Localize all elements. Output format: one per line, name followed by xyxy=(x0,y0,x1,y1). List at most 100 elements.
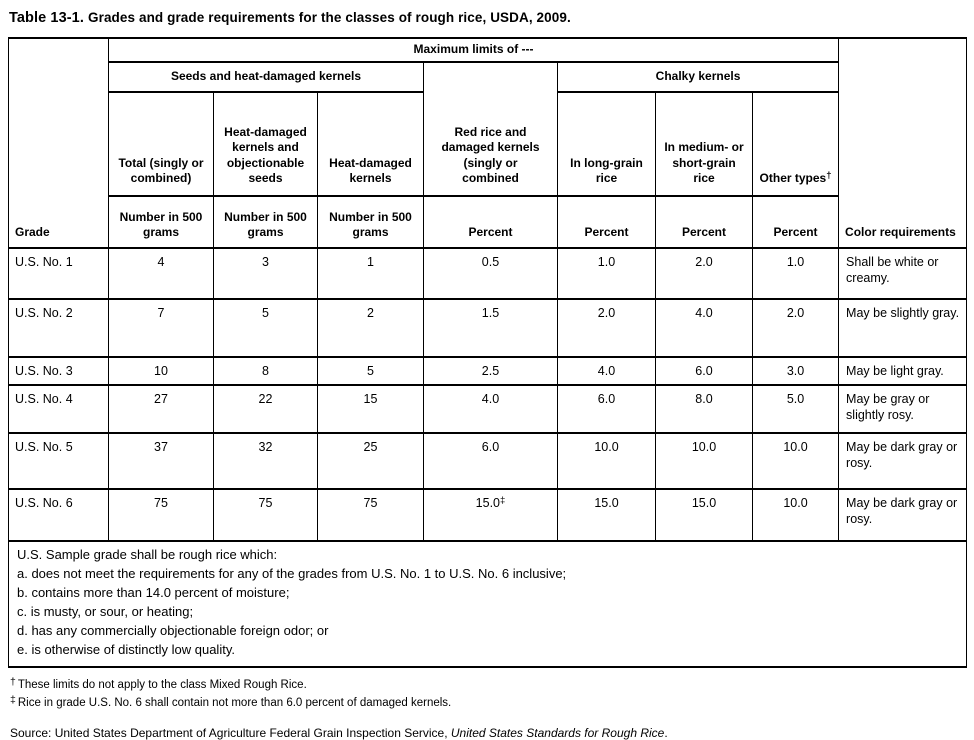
total-cell: 7 xyxy=(108,298,214,358)
red-rice-cell: 0.5 xyxy=(423,247,558,300)
chalky-long-cell: 1.0 xyxy=(557,247,656,300)
heat-damaged-cell: 2 xyxy=(317,298,424,358)
header-heat-damaged: Heat-damaged kernels xyxy=(317,91,424,197)
color-requirements-cell: May be slightly gray. xyxy=(838,298,968,358)
red-rice-value: 6.0 xyxy=(481,440,500,454)
table-caption: Grades and grade requirements for the cl… xyxy=(87,10,571,25)
header-grade: Grade xyxy=(8,37,109,249)
header-row-3: Total (singly or combined) Heat-damaged … xyxy=(9,91,967,197)
color-requirements-cell: May be dark gray or rosy. xyxy=(838,488,968,542)
table-title: Table 13-1. Grades and grade requirements… xyxy=(9,10,966,26)
footnotes: † These limits do not apply to the class … xyxy=(10,675,966,711)
grade-cell: U.S. No. 5 xyxy=(8,432,109,490)
red-rice-cell: 6.0 xyxy=(423,432,558,490)
unit-number-500g: Number in 500 grams xyxy=(213,195,318,249)
footnote-text: Rice in grade U.S. No. 6 shall contain n… xyxy=(17,696,452,709)
footnote-dagger: † These limits do not apply to the class … xyxy=(10,675,966,693)
total-cell: 4 xyxy=(108,247,214,300)
heat-damaged-cell: 5 xyxy=(317,356,424,386)
chalky-medium-short-cell: 8.0 xyxy=(655,384,753,434)
other-types-cell: 10.0 xyxy=(751,432,840,490)
chalky-long-cell: 2.0 xyxy=(557,298,656,358)
red-rice-cell: 2.5 xyxy=(423,356,558,386)
red-rice-cell: 1.5 xyxy=(423,298,558,358)
other-types-cell: 10.0 xyxy=(751,488,840,542)
grades-table: Grade Maximum limits of --- Color requir… xyxy=(7,37,968,668)
header-other-types-label: Other types xyxy=(759,171,827,186)
heat-damaged-cell: 75 xyxy=(317,488,424,542)
header-other-types: Other types† xyxy=(751,91,840,197)
red-rice-value: 0.5 xyxy=(481,255,500,269)
color-requirements-cell: May be gray or slightly rosy. xyxy=(838,384,968,434)
unit-percent: Percent xyxy=(655,195,753,249)
table-row: U.S. No. 3 10 8 5 2.5 4.0 6.0 3.0 May be… xyxy=(8,356,968,386)
total-cell: 75 xyxy=(108,488,214,542)
table-row: U.S. No. 2 7 5 2 1.5 2.0 4.0 2.0 May be … xyxy=(8,298,968,358)
source-text: Source: United States Department of Agri… xyxy=(10,726,451,740)
chalky-medium-short-cell: 15.0 xyxy=(655,488,753,542)
color-requirements-cell: Shall be white or creamy. xyxy=(838,247,968,300)
total-cell: 37 xyxy=(108,432,214,490)
other-types-cell: 1.0 xyxy=(751,247,840,300)
heat-objectionable-cell: 75 xyxy=(213,488,318,542)
grade-cell: U.S. No. 6 xyxy=(8,488,109,542)
sample-grade-line: e. is otherwise of distinctly low qualit… xyxy=(17,641,235,657)
unit-number-500g: Number in 500 grams xyxy=(108,195,214,249)
sample-grade-line: c. is musty, or sour, or heating; xyxy=(17,603,194,619)
unit-percent: Percent xyxy=(423,195,558,249)
other-types-cell: 5.0 xyxy=(751,384,840,434)
color-requirements-cell: May be dark gray or rosy. xyxy=(838,432,968,490)
footnote-marker: ‡ xyxy=(500,495,506,506)
red-rice-cell: 4.0 xyxy=(423,384,558,434)
header-in-long-grain: In long-grain rice xyxy=(557,91,656,197)
source-publication: United States Standards for Rough Rice xyxy=(450,726,665,740)
color-requirements-cell: May be light gray. xyxy=(838,356,968,386)
header-color-requirements: Color requirements xyxy=(838,37,968,249)
red-rice-value: 2.5 xyxy=(481,364,500,378)
header-row-units: Number in 500 grams Number in 500 grams … xyxy=(9,195,967,249)
red-rice-cell: 15.0‡ xyxy=(423,488,558,542)
heat-objectionable-cell: 3 xyxy=(213,247,318,300)
sample-grade-line: a. does not meet the requirements for an… xyxy=(17,565,567,581)
heat-objectionable-cell: 32 xyxy=(213,432,318,490)
table-row: U.S. No. 5 37 32 25 6.0 10.0 10.0 10.0 M… xyxy=(8,432,968,490)
chalky-long-cell: 10.0 xyxy=(557,432,656,490)
table-number: Table 13-1. xyxy=(9,10,84,26)
sample-grade-row: U.S. Sample grade shall be rough rice wh… xyxy=(7,540,968,668)
double-dagger-marker: ‡ xyxy=(10,693,16,706)
header-total: Total (singly or combined) xyxy=(108,91,214,197)
chalky-medium-short-cell: 6.0 xyxy=(655,356,753,386)
table-row: U.S. No. 1 4 3 1 0.5 1.0 2.0 1.0 Shall b… xyxy=(8,247,968,300)
dagger-marker: † xyxy=(10,675,16,688)
heat-objectionable-cell: 8 xyxy=(213,356,318,386)
header-seeds-group: Seeds and heat-damaged kernels xyxy=(108,61,424,93)
header-row-1: Grade Maximum limits of --- Color requir… xyxy=(8,37,968,249)
red-rice-value: 15.0 xyxy=(475,496,501,510)
other-types-cell: 3.0 xyxy=(751,356,840,386)
sample-grade-line: d. has any commercially objectionable fo… xyxy=(17,622,329,638)
grade-cell: U.S. No. 4 xyxy=(8,384,109,434)
grade-cell: U.S. No. 3 xyxy=(8,356,109,386)
total-cell: 10 xyxy=(108,356,214,386)
sample-grade-note: U.S. Sample grade shall be rough rice wh… xyxy=(7,540,968,668)
source-period: . xyxy=(664,726,668,740)
header-heat-damaged-objectionable: Heat-damaged kernels and objectionable s… xyxy=(213,91,318,197)
source-line: Source: United States Department of Agri… xyxy=(10,726,966,740)
red-rice-value: 4.0 xyxy=(481,392,500,406)
table-row: U.S. No. 4 27 22 15 4.0 6.0 8.0 5.0 May … xyxy=(8,384,968,434)
table-row: U.S. No. 6 75 75 75 15.0‡ 15.0 15.0 10.0… xyxy=(8,488,968,542)
heat-damaged-cell: 15 xyxy=(317,384,424,434)
unit-percent: Percent xyxy=(751,195,840,249)
header-maximum-limits: Maximum limits of --- xyxy=(107,37,840,63)
total-cell: 27 xyxy=(108,384,214,434)
heat-objectionable-cell: 5 xyxy=(213,298,318,358)
chalky-medium-short-cell: 2.0 xyxy=(655,247,753,300)
header-chalky-group: Chalky kernels xyxy=(556,61,840,93)
header-red-rice: Red rice and damaged kernels (singly or … xyxy=(423,61,558,197)
red-rice-value: 1.5 xyxy=(481,306,500,320)
header-row-2: Seeds and heat-damaged kernels Red rice … xyxy=(9,61,967,197)
heat-damaged-cell: 25 xyxy=(317,432,424,490)
chalky-long-cell: 6.0 xyxy=(557,384,656,434)
unit-percent: Percent xyxy=(557,195,656,249)
